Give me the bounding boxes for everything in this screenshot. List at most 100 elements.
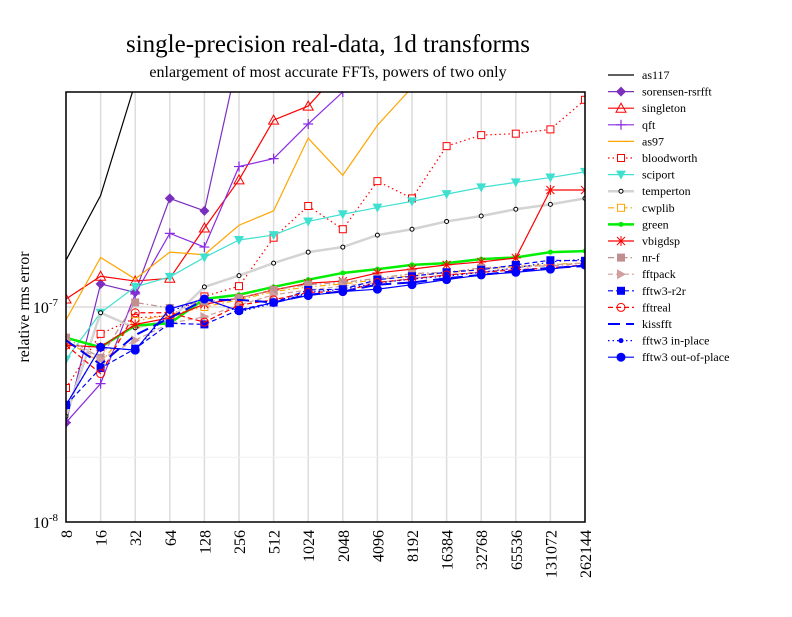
legend-label: fftw3 in-place [642, 334, 709, 348]
data-point-singleton [267, 114, 280, 125]
series-line-bloodworth [66, 99, 585, 389]
data-point-bloodworth [442, 142, 451, 151]
data-point-fftw3-out-of-place [511, 267, 521, 277]
y-tick-label: 10-8 [33, 512, 59, 532]
data-point-fftw3-out-of-place [338, 287, 348, 297]
data-point-bloodworth [546, 125, 555, 134]
series-line-as97 [66, 92, 409, 321]
series-line-nr-f [66, 262, 585, 359]
data-point-sciport [234, 235, 244, 245]
legend-label: sorensen-rsrfft [642, 85, 712, 99]
x-tick-label: 256 [232, 530, 249, 554]
x-tick-label: 2048 [336, 530, 353, 562]
data-point-nr-f [269, 285, 278, 294]
data-point-temperton [547, 201, 553, 207]
plot-frame [65, 91, 586, 523]
data-point-fftw3-in-place [409, 276, 415, 282]
data-point-singleton [233, 173, 245, 185]
legend-marker-fftreal [616, 302, 626, 312]
data-point-fftw3-out-of-place [442, 275, 452, 285]
data-point-temperton [444, 218, 450, 224]
x-tick-label: 32 [128, 530, 145, 546]
series-sciport [66, 167, 585, 365]
x-tick-label: 8 [59, 530, 76, 538]
data-point-sorensen-rsrfft [95, 278, 106, 289]
data-point-fftw3-out-of-place [269, 297, 279, 307]
data-point-nr-f [66, 333, 70, 342]
data-point-fftw3-out-of-place [407, 280, 417, 290]
data-point-fftw3-out-of-place [96, 342, 106, 352]
data-point-green [340, 270, 346, 276]
data-point-fftw3-r2r [373, 275, 382, 284]
series-as117 [66, 92, 134, 261]
legend-label: fftw3-r2r [642, 284, 686, 298]
legend-marker-bloodworth [617, 154, 625, 162]
data-point-bloodworth [96, 329, 105, 338]
data-point-singleton [198, 221, 211, 233]
legend-marker-qft [616, 119, 626, 130]
legend-marker-fftw3-in-place [618, 338, 624, 344]
legend-label: as97 [642, 134, 664, 148]
legend-marker-singleton [615, 102, 627, 113]
data-point-sciport [199, 253, 210, 263]
data-point-sciport [337, 210, 348, 220]
data-point-singleton [302, 100, 315, 111]
data-point-bloodworth [581, 95, 585, 104]
data-point-nr-f [304, 280, 313, 289]
data-point-singleton [94, 270, 107, 281]
y-tick-label: 10-7 [33, 297, 59, 317]
x-tick-label: 8192 [405, 530, 422, 562]
series-qft [66, 92, 348, 428]
legend-label: green [642, 217, 669, 231]
data-point-fftw3-in-place [374, 280, 380, 286]
axes: 8 16 32 64 128 256 512 1024 2048 4096 8192 16384 327… [33, 91, 595, 578]
data-point-qft [199, 242, 210, 253]
legend-marker-vbigdsp [616, 236, 626, 246]
series-line-kissfft [66, 265, 585, 366]
data-point-fftw3-out-of-place [545, 264, 555, 274]
data-point-fftw3-r2r [96, 364, 105, 373]
data-point-vbigdsp [545, 185, 556, 196]
series-fftw3-out-of-place [66, 260, 585, 410]
legend-label: singleton [642, 101, 686, 115]
series-bloodworth [66, 95, 585, 393]
data-point-vbigdsp [407, 264, 417, 275]
legend: as117 sorensen-rsrfft singleton qft as97 bloo… [608, 68, 729, 364]
legend-label: cwplib [642, 201, 675, 215]
data-point-sciport [407, 197, 417, 207]
series-line-singleton [66, 92, 322, 300]
data-point-fftw3-out-of-place [476, 270, 486, 280]
data-point-bloodworth [235, 282, 243, 291]
data-point-bloodworth [304, 201, 313, 210]
data-point-sorensen-rsrfft [199, 205, 210, 216]
data-point-sciport [476, 183, 487, 193]
x-tick-label: 4096 [370, 530, 387, 562]
data-point-fftw3-r2r [408, 272, 416, 281]
data-point-fftw3-out-of-place [130, 345, 140, 355]
series-sorensen-rsrfft [66, 92, 232, 428]
data-point-temperton [271, 260, 277, 266]
y-axis-label: relative rms error [16, 251, 33, 363]
data-point-fftreal [130, 308, 140, 318]
series-line-qft [66, 92, 344, 423]
data-point-fftw3-r2r [442, 268, 451, 277]
data-point-fftpack [200, 311, 210, 322]
legend-label: sciport [642, 168, 675, 182]
data-point-fftw3-out-of-place [580, 260, 585, 270]
data-point-sorensen-rsrfft [164, 193, 175, 204]
series-line-fftw3-out-of-place [66, 264, 585, 406]
x-tick-label: 128 [197, 530, 214, 554]
series-fftreal [66, 260, 585, 379]
series-line-cwplib [66, 262, 585, 364]
x-tick-label: 16384 [440, 530, 457, 570]
data-point-fftpack [96, 354, 106, 365]
data-point-fftw3-in-place [547, 259, 553, 265]
x-tick-label: 32768 [474, 530, 491, 570]
x-tick-label: 16 [94, 530, 111, 546]
data-point-temperton [374, 232, 380, 238]
data-point-fftpack [131, 335, 141, 346]
data-point-temperton [305, 249, 311, 255]
data-point-temperton [340, 244, 346, 250]
y-tick-base: 10 [33, 300, 49, 317]
